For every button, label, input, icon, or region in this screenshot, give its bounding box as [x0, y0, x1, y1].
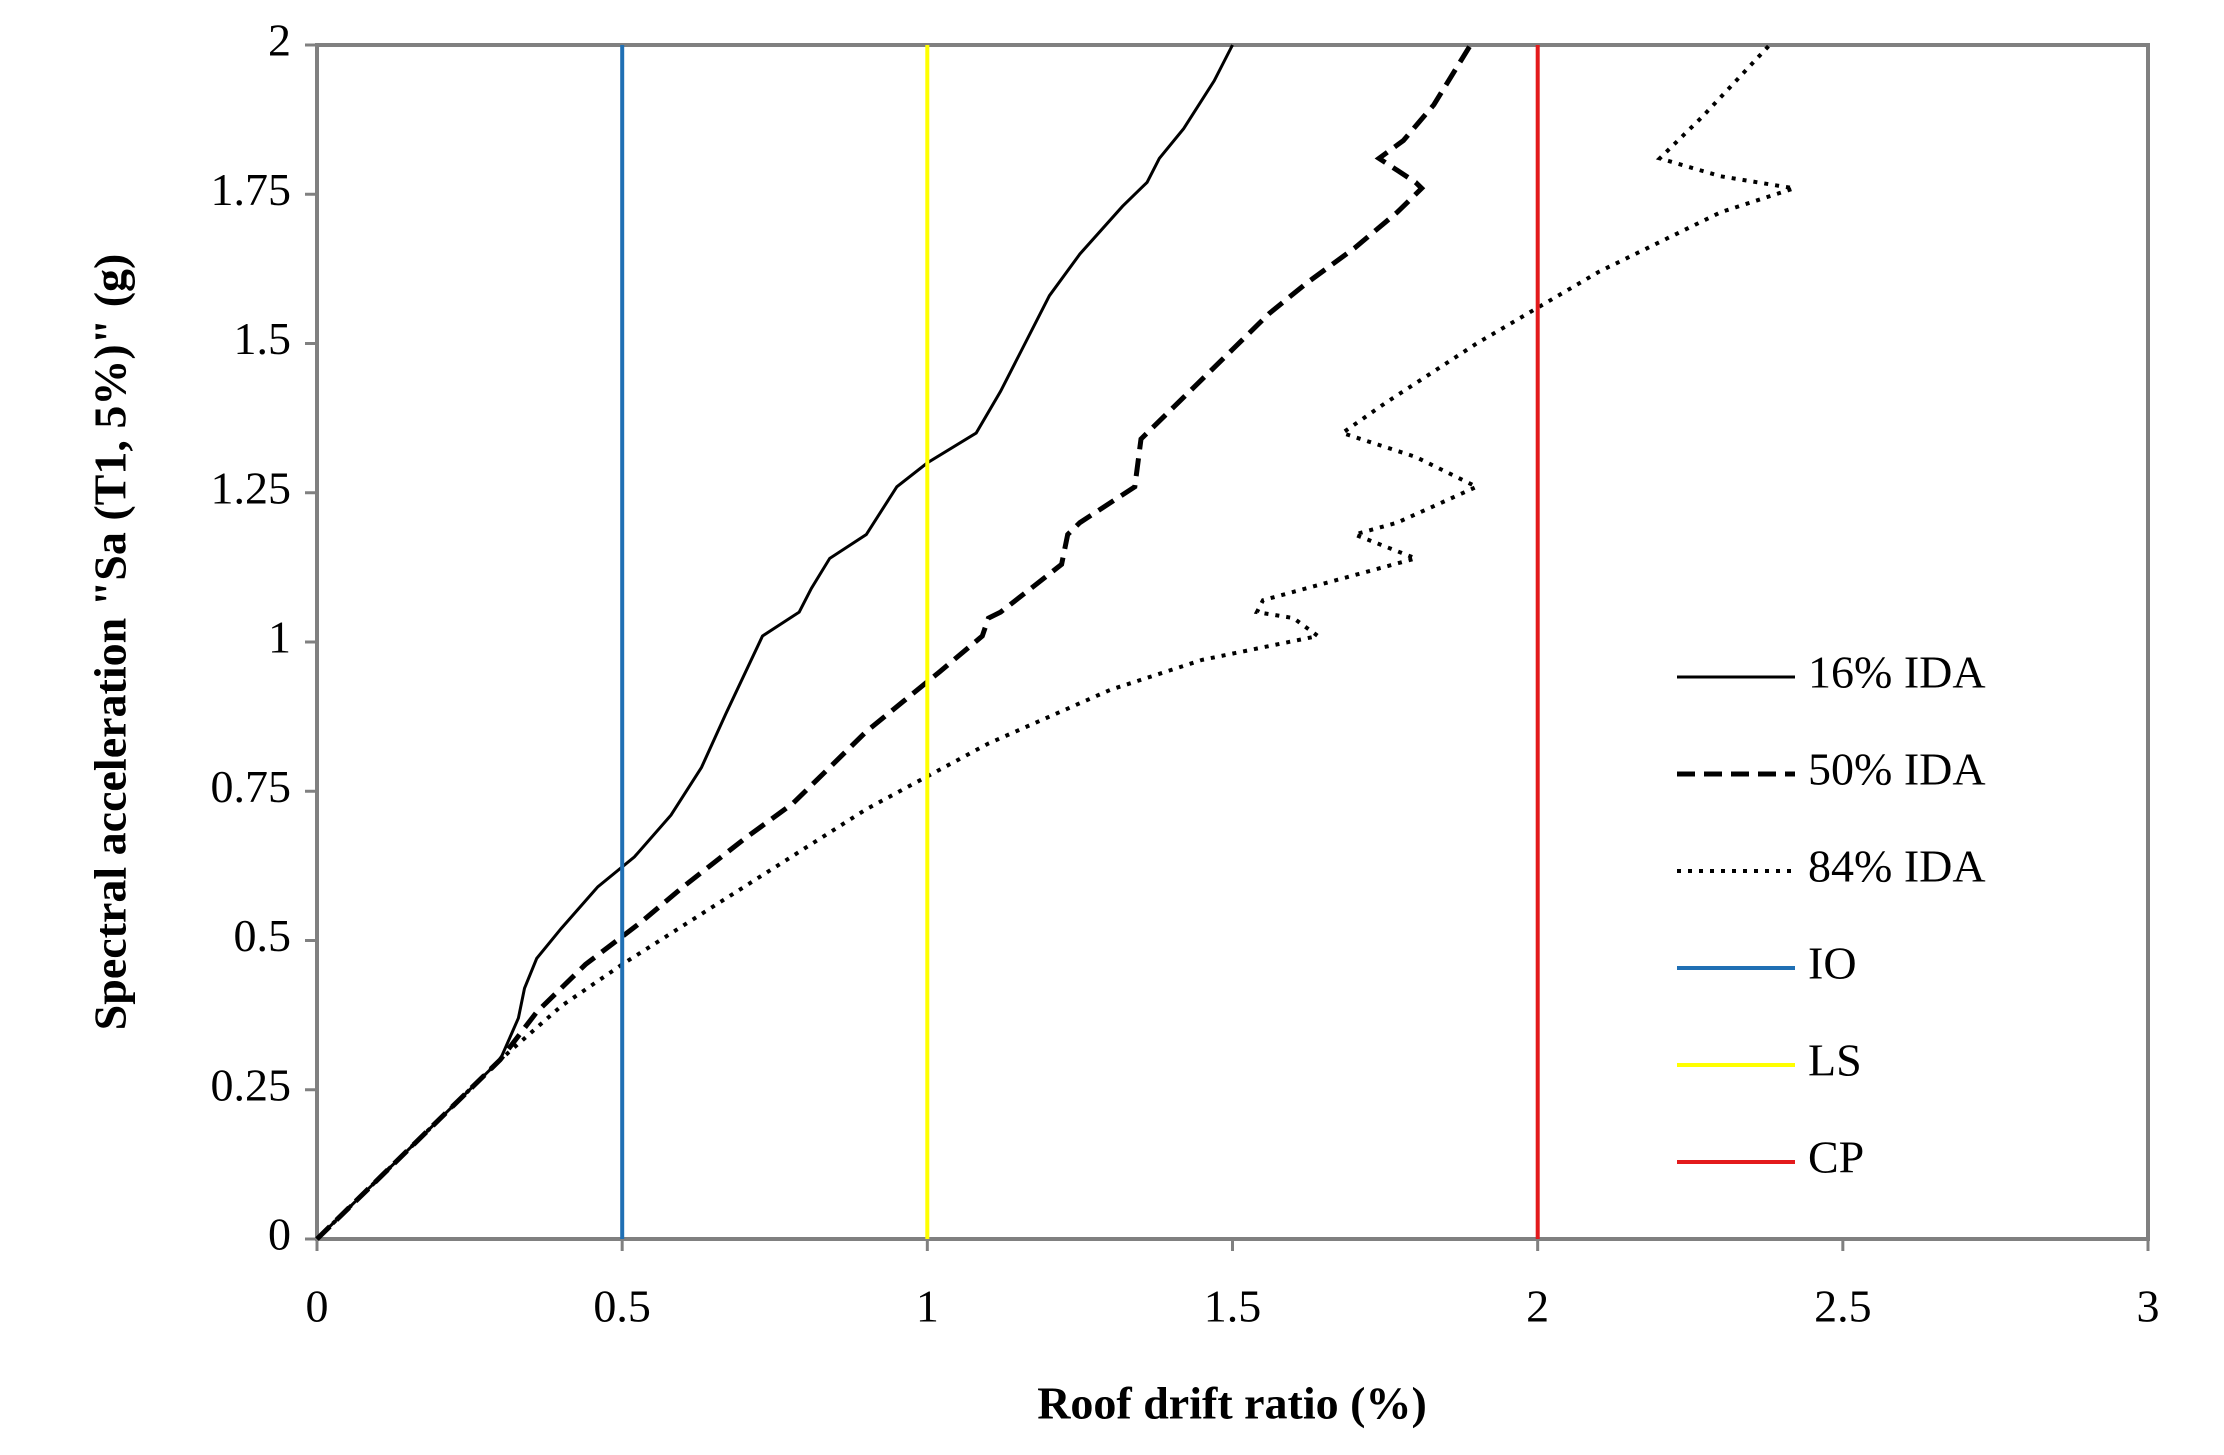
plot-frame — [315, 43, 2150, 1241]
x-tick-label: 0.5 — [593, 1281, 651, 1332]
y-tick-label: 1.25 — [211, 462, 292, 513]
y-tick-label: 1.5 — [234, 313, 292, 364]
x-tick-label: 2.5 — [1814, 1281, 1872, 1332]
y-tick-label: 2 — [268, 15, 291, 66]
series-line — [315, 43, 1473, 1241]
x-tick-label: 1 — [916, 1281, 939, 1332]
y-tick-label: 0 — [268, 1209, 291, 1260]
series-line — [315, 44, 1234, 1241]
y-tick-label: 0.5 — [234, 910, 292, 961]
x-tick-label: 1.5 — [1204, 1281, 1262, 1332]
y-tick-label: 1.75 — [211, 164, 292, 215]
x-tick-label: 3 — [2137, 1281, 2160, 1332]
series-line — [315, 43, 1795, 1241]
y-tick-label: 0.75 — [211, 761, 292, 812]
legend-label: 16% IDA — [1808, 647, 1986, 698]
y-tick-label: 0.25 — [211, 1059, 292, 1110]
legend-label: 50% IDA — [1808, 744, 1986, 795]
legend-label: CP — [1808, 1132, 1864, 1183]
x-axis-label: Roof drift ratio (%) — [1037, 1378, 1427, 1429]
legend-label: 84% IDA — [1808, 841, 1986, 892]
y-axis-label: Spectral acceleration "Sa (T1, 5%)" (g) — [85, 254, 136, 1031]
x-tick-label: 2 — [1526, 1281, 1549, 1332]
x-tick-label: 0 — [306, 1281, 329, 1332]
legend-label: IO — [1808, 938, 1857, 989]
y-tick-label: 1 — [268, 612, 291, 663]
legend-label: LS — [1808, 1035, 1862, 1086]
